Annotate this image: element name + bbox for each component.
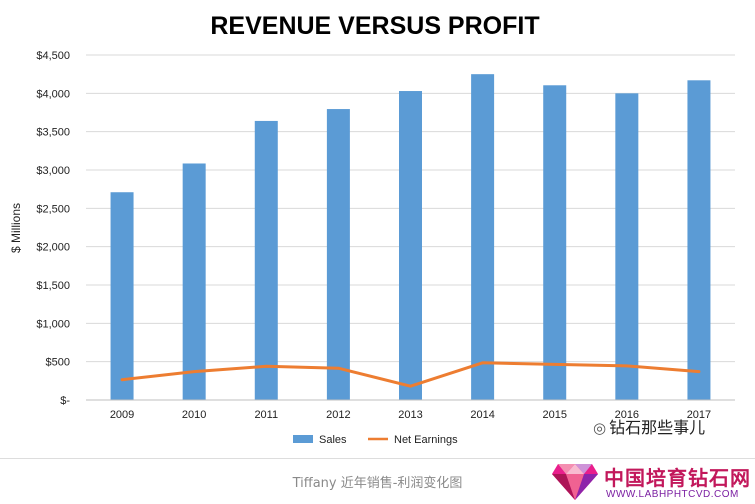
diamond-logo-icon <box>552 464 598 500</box>
legend-label-net-earnings: Net Earnings <box>394 434 458 446</box>
y-tick-label: $1,500 <box>36 280 70 292</box>
net-earnings-point <box>698 371 700 373</box>
bar-sales <box>687 80 711 401</box>
bar-sales <box>110 192 134 400</box>
x-tick-label: 2013 <box>398 409 422 421</box>
chart: REVENUE VERSUS PROFIT $ Millions $-$500$… <box>9 12 735 446</box>
chart-title: REVENUE VERSUS PROFIT <box>210 12 539 40</box>
bar-sales <box>254 120 278 400</box>
bar-sales <box>326 109 350 401</box>
x-tick-label: 2009 <box>110 409 134 421</box>
bar-sales <box>399 91 422 401</box>
sales-bars <box>110 74 711 401</box>
watermark-text: 钻石那些事儿 <box>609 418 706 437</box>
x-tick-label: 2017 <box>687 409 711 421</box>
legend-label-sales: Sales <box>319 434 347 446</box>
image-caption: Tiffany 近年销售-利润变化图 <box>292 476 463 491</box>
y-tick-labels: $- $500 $1,000 $1,500 $2,000 $2,500 $3,000 $3,5… <box>36 50 70 407</box>
bar-sales <box>615 93 639 400</box>
bar-sales <box>543 85 567 401</box>
x-tick-label: 2010 <box>182 409 206 421</box>
y-tick-label: $2,500 <box>36 203 70 215</box>
net-earnings-point <box>121 379 123 381</box>
y-axis-label: $ Millions <box>9 203 23 253</box>
y-tick-label: $4,000 <box>36 88 70 100</box>
y-tick-label: $3,000 <box>36 165 70 177</box>
divider <box>0 458 755 459</box>
net-earnings-point <box>626 365 628 367</box>
bar-sales <box>182 163 206 400</box>
x-tick-label: 2011 <box>254 409 278 421</box>
x-tick-labels: 2009 2010 2011 2012 2013 2014 2015 2016 2017 <box>110 409 711 421</box>
net-earnings-point <box>337 367 339 369</box>
wechat-watermark: ◎ 钻石那些事儿 <box>593 414 705 438</box>
x-tick-label: 2014 <box>470 409 494 421</box>
x-tick-label: 2016 <box>615 409 639 421</box>
y-tick-label: $2,000 <box>36 242 70 254</box>
bar-sales <box>471 74 495 401</box>
y-tick-label: $4,500 <box>36 50 70 62</box>
net-earnings-line-group <box>120 361 701 388</box>
net-earnings-point <box>482 362 484 364</box>
x-tick-label: 2012 <box>326 409 350 421</box>
net-earnings-point <box>410 385 411 387</box>
y-tick-label: $3,500 <box>36 127 70 139</box>
legend: Sales Net Earnings <box>293 434 458 446</box>
legend-swatch-sales <box>293 435 313 443</box>
y-tick-label: $- <box>60 395 70 407</box>
wechat-icon: ◎ <box>593 419 607 437</box>
site-url: WWW.LABHPHTCVD.COM <box>606 489 739 500</box>
net-earnings-point <box>265 365 267 367</box>
net-earnings-point <box>554 363 556 365</box>
site-name: 中国培育钻石网 <box>604 466 751 490</box>
y-tick-label: $500 <box>46 357 70 369</box>
y-tick-label: $1,000 <box>36 318 70 330</box>
x-tick-label: 2015 <box>542 409 566 421</box>
net-earnings-point <box>193 371 195 373</box>
